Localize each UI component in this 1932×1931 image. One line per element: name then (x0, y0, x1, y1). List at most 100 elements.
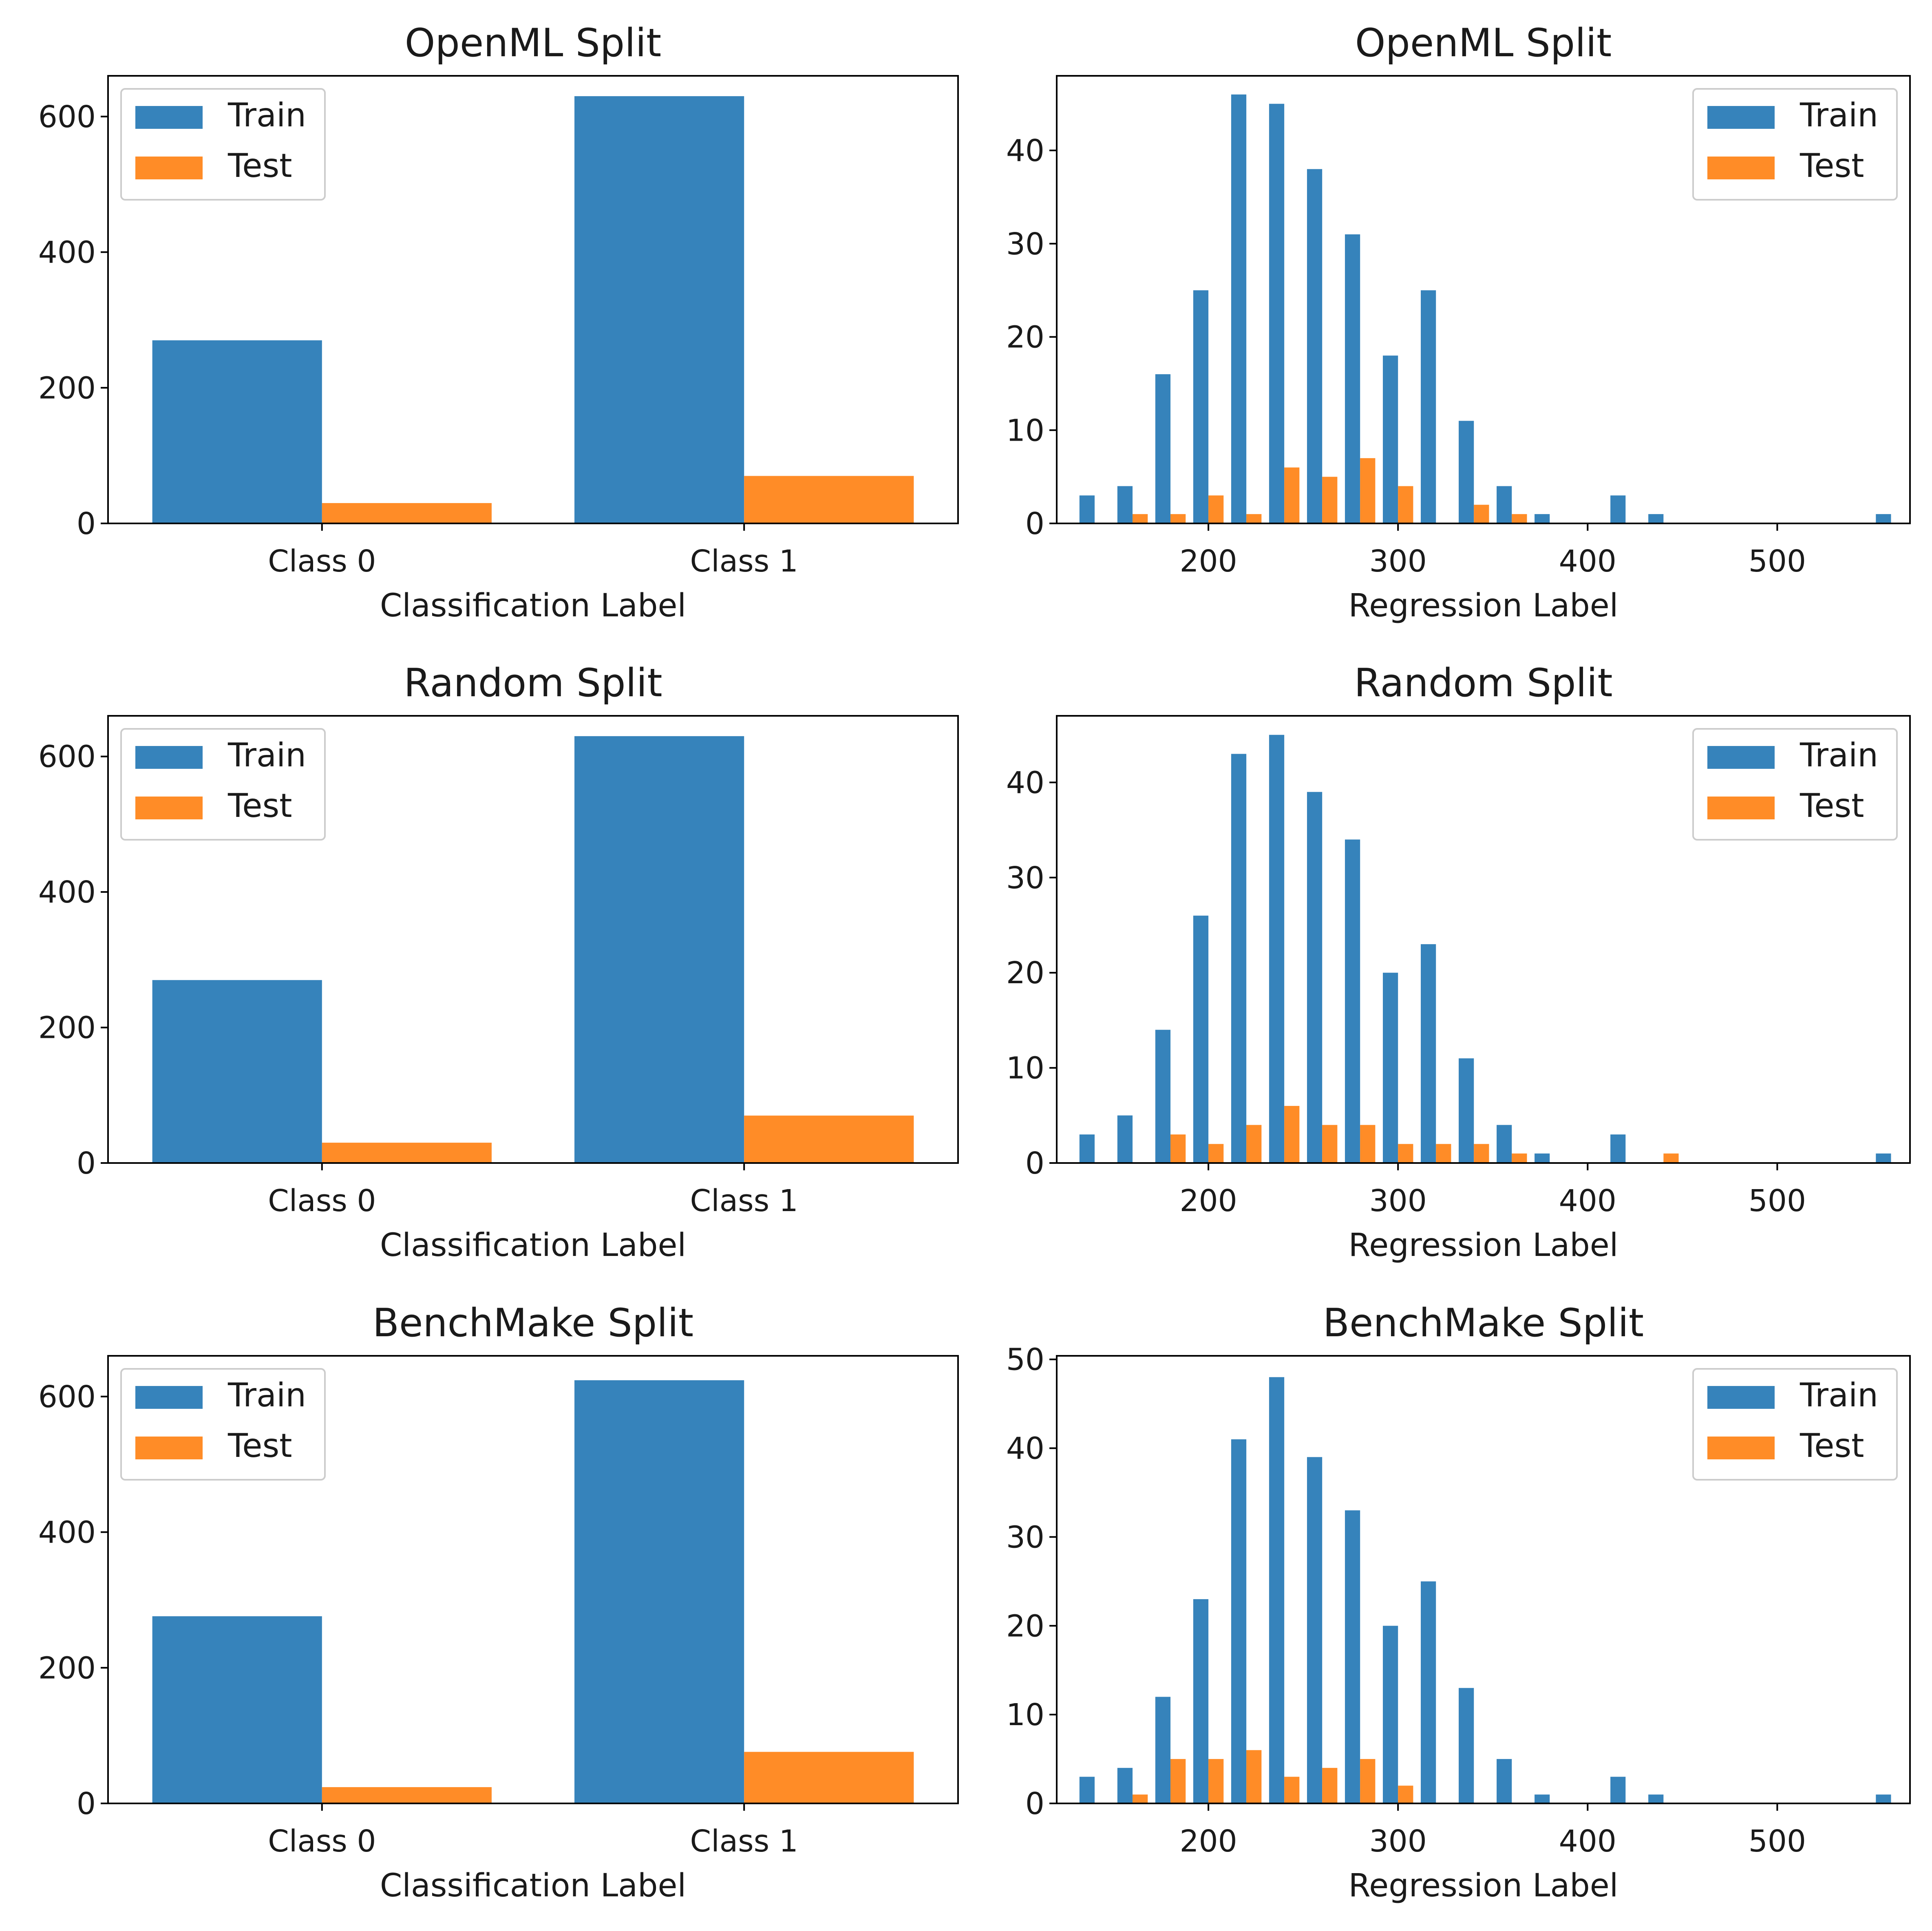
bar-train (1876, 1153, 1891, 1163)
y-tick-label: 10 (1006, 1051, 1044, 1086)
bar-train (1345, 234, 1360, 523)
bar-test (1512, 1153, 1527, 1163)
y-tick-label: 10 (1006, 413, 1044, 448)
legend-label-test: Test (227, 787, 292, 825)
bar-train (1648, 1794, 1664, 1803)
bar-test (1322, 1768, 1338, 1803)
bar-train (574, 96, 744, 524)
bar-train (1421, 944, 1436, 1163)
bar-train (1269, 735, 1285, 1163)
bar-train (1345, 839, 1360, 1163)
legend: Train Test (120, 88, 326, 201)
bar-test (1170, 514, 1186, 523)
classification-chart: Class 0 Class 1 0 200 400 600 Random Split Clas… (38, 661, 959, 1264)
bar-test (1474, 1144, 1489, 1163)
bar-train (1231, 94, 1247, 523)
axes-frame (107, 75, 959, 524)
bar-train (1535, 1794, 1550, 1803)
axes-frame (1056, 1355, 1911, 1804)
bar-train (1079, 1777, 1095, 1803)
bar-train (1345, 1510, 1360, 1803)
bar-test (1170, 1134, 1186, 1163)
bar-test (1398, 486, 1413, 523)
classification-chart: Class 0 Class 1 0 200 400 600 BenchMake Split C… (38, 1301, 959, 1904)
legend-swatch-train (135, 1386, 203, 1409)
bar-train (1421, 290, 1436, 523)
bar-test (1284, 467, 1300, 523)
y-tick-label: 0 (1025, 1786, 1044, 1821)
bar-train (1382, 355, 1398, 523)
bar-train (574, 1380, 744, 1803)
legend-swatch-train (1707, 106, 1775, 129)
y-tick-label: 20 (1006, 956, 1044, 991)
y-tick-label: 0 (77, 1146, 96, 1181)
x-axis-label: Classification Label (380, 1867, 686, 1904)
x-tick-label: Class 1 (690, 1824, 798, 1859)
bar-train (1382, 1626, 1398, 1803)
legend-label-train: Train (1800, 736, 1878, 774)
bar-test (1246, 1125, 1262, 1163)
x-tick-label: Class 0 (268, 1824, 376, 1859)
legend-swatch-train (135, 106, 203, 129)
legend-swatch-test (135, 797, 203, 819)
legend-swatch-test (1707, 797, 1775, 819)
x-axis-label: Classification Label (380, 587, 686, 624)
legend-swatch-train (1707, 746, 1775, 769)
legend-swatch-train (1707, 1386, 1775, 1409)
legend-label-test: Test (227, 1427, 292, 1465)
y-tick-label: 400 (38, 235, 96, 270)
x-axis-label: Classification Label (380, 1227, 686, 1264)
x-tick-label: Class 1 (690, 544, 798, 579)
x-tick-label: 200 (1179, 544, 1237, 579)
x-tick-label: Class 0 (268, 544, 376, 579)
bar-train (1535, 1153, 1550, 1163)
legend-label-test: Test (1800, 787, 1864, 825)
bar-test (1663, 1153, 1679, 1163)
bar-train (574, 736, 744, 1163)
bar-test (1360, 1759, 1376, 1803)
x-tick-label: 400 (1559, 1183, 1616, 1218)
bar-train (1610, 1777, 1626, 1803)
x-axis-label: Regression Label (1349, 1867, 1618, 1904)
bar-test (1246, 514, 1262, 523)
x-tick-label: Class 1 (690, 1183, 798, 1218)
y-tick-label: 0 (1025, 506, 1044, 541)
bar-test (1436, 1144, 1451, 1163)
regression-chart: 200 300 400 500 0 10 20 30 40 OpenML Split Regress… (1006, 21, 1911, 624)
bar-train (1117, 486, 1133, 523)
bar-train (1497, 1125, 1512, 1163)
bar-train (1269, 104, 1285, 523)
bar-train (1876, 1794, 1891, 1803)
bar-test (1208, 1759, 1224, 1803)
y-tick-label: 200 (38, 1651, 96, 1686)
y-tick-label: 400 (38, 875, 96, 910)
legend-label-test: Test (1800, 1427, 1864, 1465)
y-tick-label: 30 (1006, 1520, 1044, 1555)
bar-train (1117, 1768, 1133, 1803)
bar-train (1307, 1457, 1323, 1803)
bar-test (322, 503, 492, 523)
y-tick-label: 50 (1006, 1342, 1044, 1377)
y-tick-label: 600 (38, 739, 96, 775)
y-tick-label: 400 (38, 1515, 96, 1550)
bar-train (1535, 514, 1550, 523)
bar-test (322, 1143, 492, 1163)
bar-test (744, 1752, 914, 1803)
bar-train (1459, 1688, 1474, 1803)
bar-test (322, 1787, 492, 1803)
legend: Train Test (120, 1368, 326, 1481)
y-tick-label: 200 (38, 1011, 96, 1046)
x-tick-label: 200 (1179, 1824, 1237, 1859)
bar-train (1307, 792, 1323, 1163)
bar-train (152, 980, 322, 1163)
chart-title: BenchMake Split (373, 1301, 693, 1346)
bar-test (1474, 505, 1489, 523)
y-tick-label: 40 (1006, 765, 1044, 800)
bar-train (1648, 514, 1664, 523)
legend-label-test: Test (1800, 147, 1864, 185)
bar-train (1079, 495, 1095, 523)
chart-title: OpenML Split (405, 21, 661, 66)
bar-train (1459, 421, 1474, 523)
chart-title: Random Split (1354, 661, 1612, 706)
x-tick-label: 500 (1749, 1824, 1806, 1859)
